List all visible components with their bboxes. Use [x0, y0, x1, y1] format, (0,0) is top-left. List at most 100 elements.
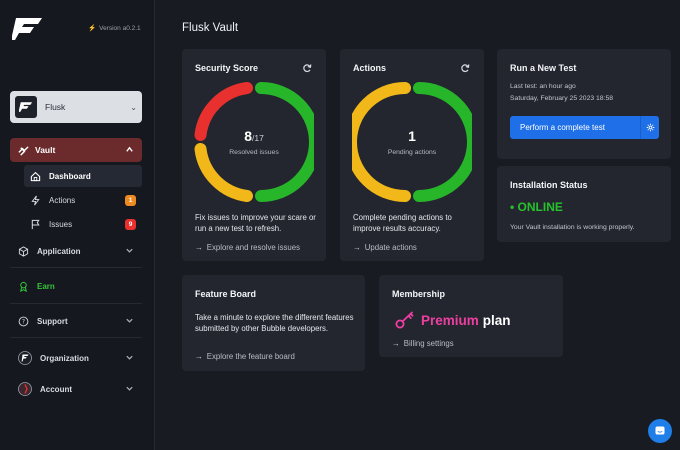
card-description: Fix issues to improve your scare or run … [195, 213, 316, 233]
sidebar-item-label: Earn [37, 281, 55, 291]
chevron-down-icon [125, 384, 134, 395]
org-logo [15, 96, 37, 118]
security-score-value: 8/17 [194, 128, 314, 144]
sidebar-item-label: Issues [49, 219, 73, 229]
security-score-card: Security Score 8/17 Resolved issues Fix … [182, 49, 326, 261]
last-test-date: Saturday, February 25 2023 18:58 [510, 95, 614, 102]
card-title: Security Score [195, 63, 259, 73]
membership-card: Membership Premium plan → Billing setting… [379, 275, 563, 357]
sidebar-item-label: Actions [49, 195, 76, 205]
sidebar-item-label: Account [40, 384, 72, 394]
arrow-right-icon: → [392, 339, 400, 348]
chevron-down-icon [125, 246, 134, 257]
gear-icon [646, 123, 654, 132]
flag-icon [30, 219, 41, 230]
organization-selector[interactable]: Flusk ⌄ [10, 91, 142, 123]
award-icon [18, 281, 29, 292]
sidebar-item-label: Vault [35, 145, 56, 155]
sidebar-item-label: Support [37, 316, 68, 326]
link-text: Billing settings [403, 339, 454, 348]
score-total: /17 [251, 133, 264, 143]
issues-count-badge: 9 [125, 218, 136, 230]
chevron-down-icon: ⌄ [130, 102, 137, 112]
chevron-down-icon [125, 316, 134, 327]
version-label: ⚡ Version a0.2.1 [88, 24, 141, 32]
membership-plan: Premium plan [395, 311, 511, 329]
version-text: Version a0.2.1 [99, 25, 141, 32]
refresh-icon[interactable] [302, 63, 312, 73]
run-test-card: Run a New Test Last test: an hour ago Sa… [497, 49, 671, 159]
sidebar-item-actions[interactable]: Actions 1 [24, 189, 142, 211]
billing-settings-link[interactable]: → Billing settings [392, 339, 454, 348]
sidebar-item-label: Application [37, 246, 81, 256]
card-description: Take a minute to explore the different f… [195, 313, 354, 333]
avatar [18, 382, 32, 396]
bolt-icon: ⚡ [88, 25, 97, 32]
svg-text:?: ? [22, 318, 25, 325]
link-text: Explore the feature board [206, 352, 295, 361]
help-circle-icon: ? [18, 316, 29, 327]
gauge-segment-green [255, 82, 314, 202]
sidebar-item-account[interactable]: Account [10, 377, 142, 401]
cube-icon [18, 245, 29, 257]
sidebar-item-application[interactable]: Application [10, 239, 142, 263]
sidebar-item-support[interactable]: ? Support [10, 309, 142, 333]
gauge-segment-yellow [352, 82, 411, 202]
actions-card: Actions 1 Pending actions Complete pendi… [340, 49, 484, 261]
link-text: Explore and resolve issues [206, 243, 300, 252]
pending-actions-value: 1 [408, 128, 416, 144]
sidebar-item-dashboard[interactable]: Dashboard [24, 165, 142, 187]
perform-test-button[interactable]: Perform a complete test [510, 116, 640, 139]
vault-icon [18, 145, 29, 156]
sidebar-item-vault[interactable]: Vault [10, 138, 142, 162]
sidebar-divider [10, 303, 142, 304]
test-settings-button[interactable] [640, 116, 659, 139]
home-icon [30, 171, 41, 182]
status-badge: • ONLINE [510, 200, 563, 214]
sidebar-item-issues[interactable]: Issues 9 [24, 213, 142, 235]
feature-board-card: Feature Board Take a minute to explore t… [182, 275, 365, 371]
arrow-right-icon: → [353, 243, 361, 252]
actions-gauge [352, 82, 472, 202]
org-logo-icon [18, 351, 32, 365]
card-title: Installation Status [510, 180, 588, 190]
chat-button[interactable] [648, 419, 672, 443]
score-number: 8 [244, 128, 252, 144]
plan-suffix: plan [482, 312, 511, 328]
gauge-segment-yellow [194, 143, 253, 202]
feature-board-link[interactable]: → Explore the feature board [195, 352, 295, 361]
sidebar-divider [10, 267, 142, 268]
card-description: Complete pending actions to improve resu… [353, 213, 452, 233]
flusk-logo[interactable] [11, 16, 44, 42]
sidebar-divider [10, 337, 142, 338]
actions-count-badge: 1 [125, 194, 136, 206]
explore-issues-link[interactable]: → Explore and resolve issues [195, 243, 300, 252]
card-title: Actions [353, 63, 387, 73]
link-text: Update actions [364, 243, 417, 252]
security-gauge [194, 82, 314, 202]
lightning-icon [30, 195, 41, 206]
last-test-label: Last test: an hour ago [510, 83, 576, 90]
gauge-subtitle: Pending actions [387, 149, 437, 156]
refresh-icon[interactable] [460, 63, 470, 73]
key-icon [395, 311, 414, 329]
gauge-segment-red [194, 82, 253, 141]
chevron-up-icon [125, 145, 134, 156]
install-description: Your Vault installation is working prope… [510, 224, 635, 231]
plan-name: Premium [421, 312, 479, 328]
gauge-segment-green [413, 82, 472, 202]
sidebar-item-organization[interactable]: Organization [10, 346, 142, 370]
card-title: Membership [392, 289, 446, 299]
sidebar-item-earn[interactable]: Earn [10, 274, 142, 298]
gauge-subtitle: Resolved issues [229, 149, 279, 156]
arrow-right-icon: → [195, 243, 203, 252]
arrow-right-icon: → [195, 352, 203, 361]
sidebar-item-label: Organization [40, 353, 89, 363]
sidebar: ⚡ Version a0.2.1 Flusk ⌄ Vault Dashboard … [0, 0, 155, 450]
chevron-down-icon [125, 353, 134, 364]
installation-status-card: Installation Status • ONLINE Your Vault … [497, 166, 671, 242]
page-title: Flusk Vault [182, 22, 239, 34]
update-actions-link[interactable]: → Update actions [353, 243, 417, 252]
card-title: Run a New Test [510, 63, 577, 73]
card-title: Feature Board [195, 289, 257, 299]
